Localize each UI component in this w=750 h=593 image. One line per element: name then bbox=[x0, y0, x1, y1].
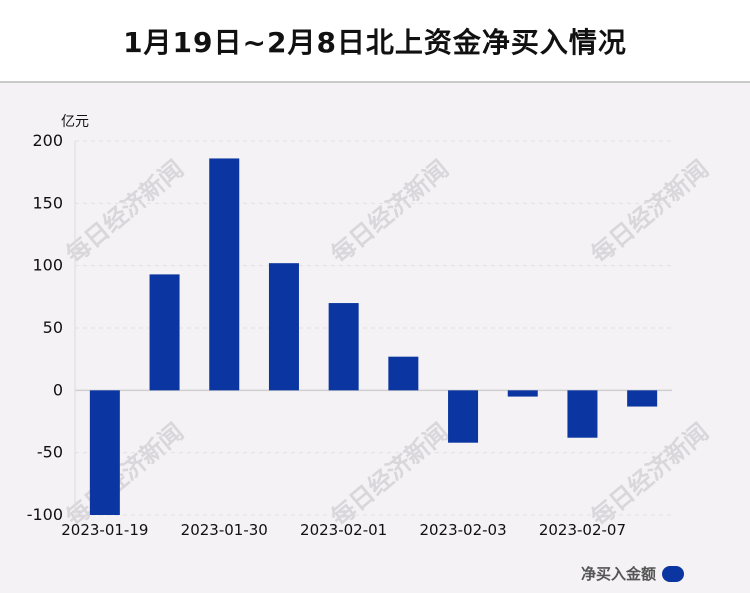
bar bbox=[149, 274, 180, 391]
y-tick-label: 200 bbox=[32, 131, 63, 150]
bar bbox=[448, 390, 479, 443]
chart-title: 1月19日~2月8日北上资金净买入情况 bbox=[123, 25, 627, 59]
x-tick-label: 2023-01-19 bbox=[61, 521, 148, 539]
legend: 净买入金额 bbox=[581, 563, 684, 584]
bar bbox=[209, 158, 240, 391]
x-tick-label: 2023-02-03 bbox=[419, 521, 506, 539]
bar bbox=[627, 390, 658, 407]
y-tick-label: 0 bbox=[53, 380, 63, 399]
watermark-text: 每日经济新闻 bbox=[60, 154, 189, 269]
bar bbox=[268, 263, 299, 391]
y-tick-label: 150 bbox=[32, 193, 63, 212]
legend-label: 净买入金额 bbox=[580, 565, 656, 583]
y-tick-label: -100 bbox=[27, 505, 63, 524]
x-tick-label: 2023-02-07 bbox=[539, 521, 626, 539]
bar bbox=[328, 303, 359, 391]
y-tick-label: 100 bbox=[32, 256, 63, 275]
bar bbox=[89, 390, 120, 515]
legend-swatch-icon bbox=[662, 565, 684, 582]
x-tick-label: 2023-01-30 bbox=[181, 521, 268, 539]
bar bbox=[567, 390, 598, 438]
x-tick-label: 2023-02-01 bbox=[300, 521, 387, 539]
y-axis-label: 亿元 bbox=[61, 114, 89, 130]
y-tick-label: -50 bbox=[37, 443, 63, 462]
watermark-text: 每日经济新闻 bbox=[325, 154, 454, 269]
title-bar: 1月19日~2月8日北上资金净买入情况 bbox=[0, 0, 750, 83]
bar bbox=[388, 356, 419, 391]
watermark-text: 每日经济新闻 bbox=[585, 154, 714, 269]
y-tick-label: 50 bbox=[43, 318, 63, 337]
bar bbox=[507, 390, 538, 397]
